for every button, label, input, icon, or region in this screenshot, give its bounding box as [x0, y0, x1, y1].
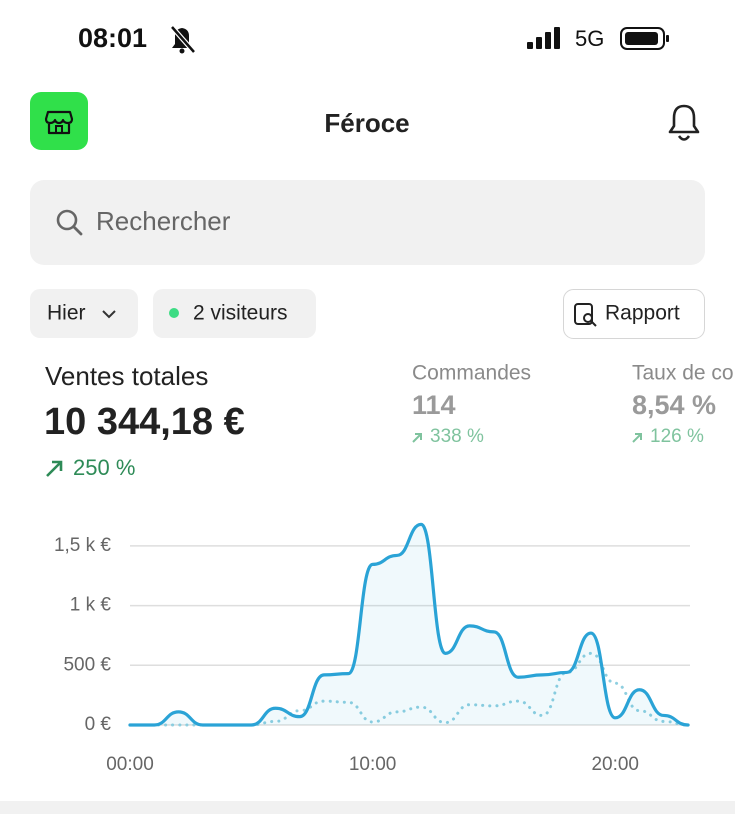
- comparison-line: [128, 651, 690, 727]
- metric-label: Taux de conversion: [632, 362, 735, 385]
- y-tick-label: 500 €: [63, 654, 111, 675]
- report-chip[interactable]: Rapport: [563, 289, 705, 339]
- y-tick-label: 0 €: [85, 714, 112, 735]
- period-chip[interactable]: Hier: [30, 289, 138, 338]
- network-label: 5G: [575, 26, 604, 51]
- x-tick-label: 00:00: [106, 754, 154, 775]
- trend-arrow: [46, 460, 63, 477]
- metric-label: Ventes totales: [45, 361, 208, 391]
- status-time: 08:01: [78, 23, 147, 53]
- metric-label: Commandes: [412, 362, 531, 385]
- y-tick-label: 1 k €: [70, 595, 112, 616]
- x-tick-label: 10:00: [349, 754, 397, 775]
- y-tick-label: 1,5 k €: [54, 535, 111, 556]
- series-area: [130, 524, 688, 725]
- metric-change: 338 %: [430, 426, 484, 447]
- bottom-sheet-edge: [0, 801, 735, 814]
- notification-button[interactable]: [668, 104, 700, 141]
- metric-change: 250 %: [73, 455, 135, 480]
- mute-icon: [170, 25, 196, 54]
- battery-icon: [620, 27, 669, 50]
- metric-value: 114: [412, 390, 456, 420]
- series-line: [128, 522, 690, 727]
- x-tick-label: 20:00: [591, 754, 639, 775]
- period-label: Hier: [47, 302, 86, 325]
- header-title: Féroce: [324, 108, 409, 138]
- visitors-label: 2 visiteurs: [193, 302, 288, 325]
- signal-icon: [527, 27, 560, 49]
- report-label: Rapport: [605, 302, 680, 325]
- trend-arrow: [632, 433, 642, 443]
- store-button[interactable]: [30, 92, 88, 150]
- visitors-chip[interactable]: 2 visiteurs: [153, 289, 316, 338]
- metric-value: 10 344,18 €: [44, 401, 245, 443]
- trend-arrow: [412, 433, 422, 443]
- search-bar[interactable]: Rechercher: [30, 180, 705, 265]
- chart: 0 € 500 € 1 k € 1,5 k € 00:00 10:00 20:00: [54, 522, 690, 775]
- metric-change: 126 %: [650, 426, 704, 447]
- search-placeholder: Rechercher: [96, 206, 231, 236]
- metric-value: 8,54 %: [632, 390, 716, 420]
